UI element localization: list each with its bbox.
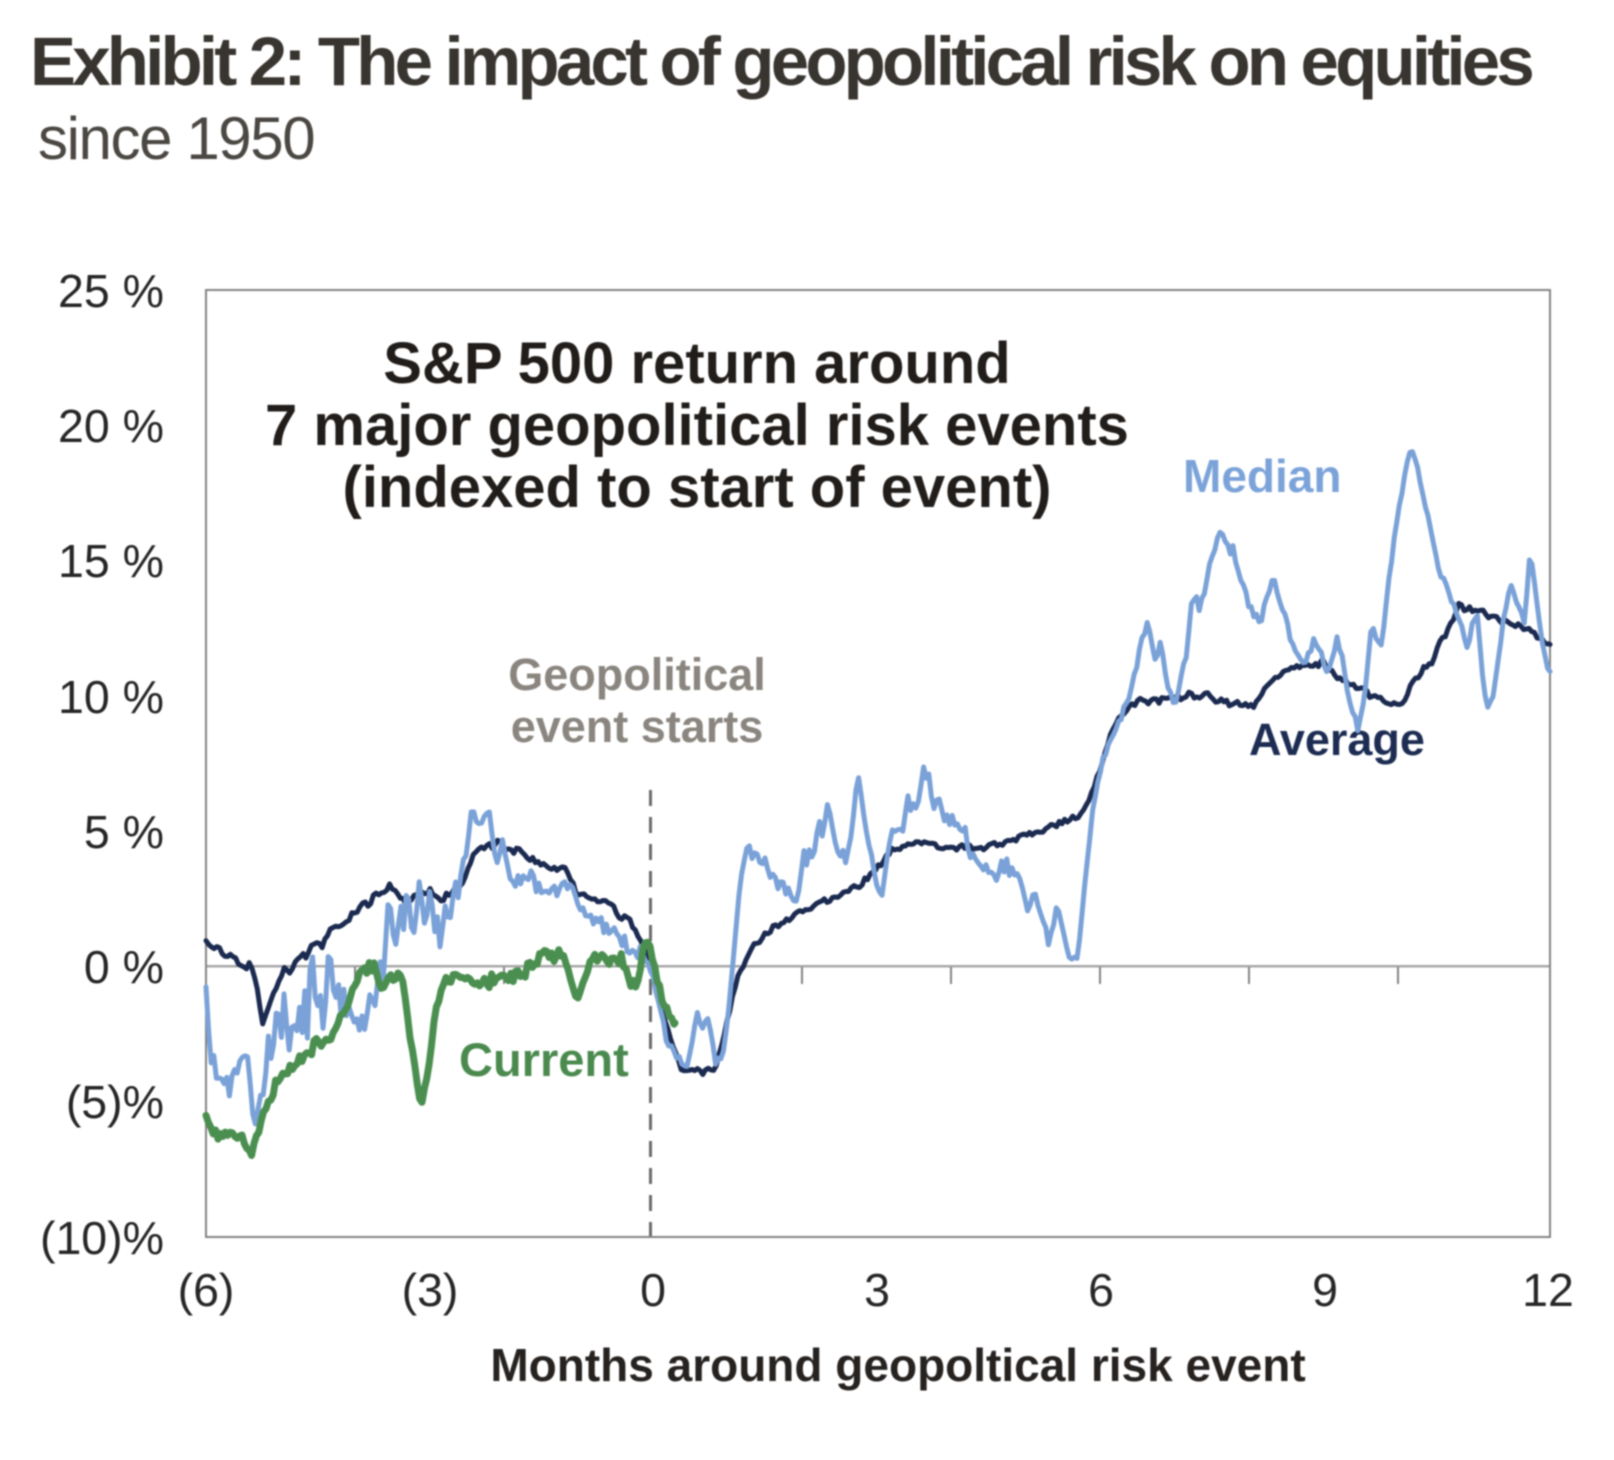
- svg-text:Months around geopoltical risk: Months around geopoltical risk event: [490, 1339, 1305, 1391]
- svg-text:Average: Average: [1249, 714, 1425, 765]
- svg-text:3: 3: [864, 1264, 890, 1316]
- svg-text:Current: Current: [459, 1033, 629, 1086]
- svg-text:S&P 500 return around: S&P 500 return around: [383, 331, 1010, 396]
- svg-text:20 %: 20 %: [58, 400, 164, 452]
- svg-text:(6): (6): [178, 1264, 235, 1316]
- svg-text:5 %: 5 %: [84, 806, 164, 858]
- svg-text:(indexed to start of event): (indexed to start of event): [343, 455, 1052, 520]
- svg-text:Median: Median: [1183, 450, 1341, 502]
- svg-text:6: 6: [1088, 1264, 1114, 1316]
- svg-text:Exhibit 2: The impact of geopo: Exhibit 2: The impact of geopolitical ri…: [30, 23, 1532, 100]
- svg-text:7 major geopolitical risk even: 7 major geopolitical risk events: [265, 393, 1129, 458]
- svg-text:25 %: 25 %: [58, 265, 164, 317]
- svg-text:0: 0: [640, 1264, 666, 1316]
- svg-text:0 %: 0 %: [84, 941, 164, 993]
- svg-text:10 %: 10 %: [58, 671, 164, 723]
- svg-text:(3): (3): [402, 1264, 459, 1316]
- svg-text:12: 12: [1522, 1264, 1574, 1316]
- svg-text:9: 9: [1312, 1264, 1338, 1316]
- svg-text:event starts: event starts: [511, 701, 764, 752]
- svg-text:since 1950: since 1950: [38, 105, 314, 172]
- svg-text:Geopolitical: Geopolitical: [508, 649, 766, 700]
- svg-text:(5)%: (5)%: [66, 1076, 164, 1128]
- svg-text:15 %: 15 %: [58, 535, 164, 587]
- svg-text:(10)%: (10)%: [40, 1212, 164, 1264]
